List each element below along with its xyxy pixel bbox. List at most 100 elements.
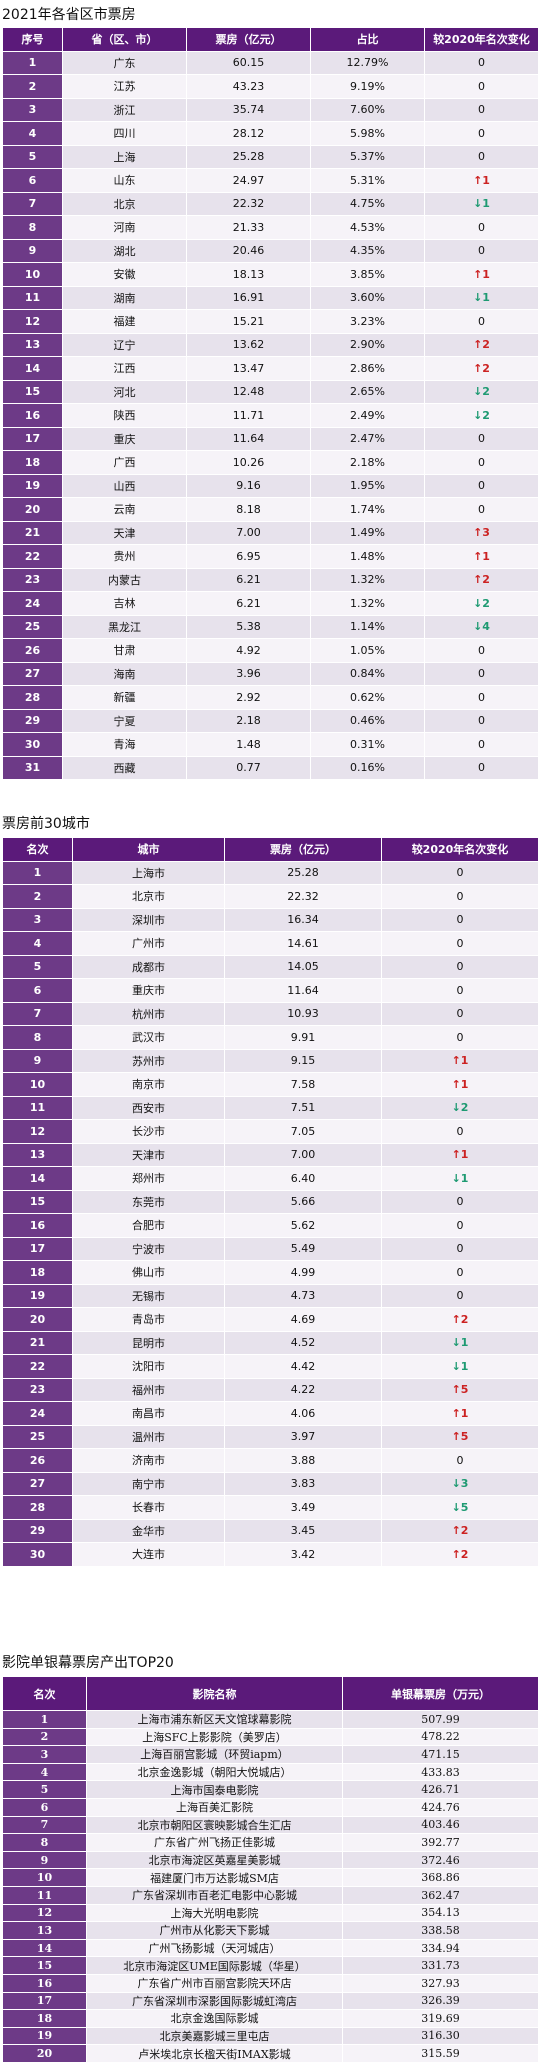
table-cell: 0 bbox=[381, 1119, 539, 1144]
table-cell: 吉林 bbox=[62, 591, 187, 616]
table-cell: 西安市 bbox=[72, 1095, 225, 1120]
table-cell: 广州市 bbox=[72, 931, 225, 956]
table-cell: 2.18% bbox=[310, 450, 425, 475]
table-row: 11 广东省深圳市百老汇电影中心影城 362.47 bbox=[2, 1885, 539, 1905]
table-cell: ↑1 bbox=[381, 1142, 539, 1167]
table-cell: 东莞市 bbox=[72, 1189, 225, 1214]
table-cell: 0 bbox=[424, 661, 539, 686]
table-cell: 长春市 bbox=[72, 1495, 225, 1520]
table-row: 11 湖南 16.91 3.60% ↓1 bbox=[2, 285, 539, 310]
table-cell: ↓1 bbox=[381, 1166, 539, 1191]
table-cell: 南宁市 bbox=[72, 1471, 225, 1496]
table-cell: 11.64 bbox=[224, 978, 382, 1003]
table-cell: 3.45 bbox=[224, 1518, 382, 1543]
table-cell: 11.71 bbox=[186, 403, 311, 428]
table-cell: 0 bbox=[424, 215, 539, 240]
table-cell: 327.93 bbox=[342, 1973, 539, 1993]
table-cell: 福州市 bbox=[72, 1377, 225, 1402]
rank-cell: 7 bbox=[2, 1815, 87, 1835]
table-cell: 315.59 bbox=[342, 2044, 539, 2063]
table-cell: 北京金逸影城（朝阳大悦城店） bbox=[86, 1762, 343, 1782]
table-cell: 0.77 bbox=[186, 755, 311, 780]
rank-cell: 19 bbox=[2, 1283, 73, 1308]
section3-title: 影院单银幕票房产出TOP20 bbox=[2, 1655, 174, 1671]
table-cell: ↓1 bbox=[381, 1330, 539, 1355]
table-cell: 0 bbox=[424, 144, 539, 169]
table-cell: 403.46 bbox=[342, 1815, 539, 1835]
table-cell: 5.98% bbox=[310, 121, 425, 146]
table-row: 25 黑龙江 5.38 1.14% ↓4 bbox=[2, 614, 539, 639]
table-cell: 334.94 bbox=[342, 1938, 539, 1958]
rank-cell: 13 bbox=[2, 1921, 87, 1940]
rank-cell: 30 bbox=[2, 1542, 73, 1567]
table-row: 3 浙江 35.74 7.60% 0 bbox=[2, 97, 539, 122]
table-cell: 甘肃 bbox=[62, 638, 187, 663]
table-cell: 青海 bbox=[62, 732, 187, 757]
table-cell: ↓2 bbox=[381, 1095, 539, 1120]
rank-cell: 22 bbox=[2, 544, 63, 569]
table-row: 5 上海市国泰电影院 426.71 bbox=[2, 1780, 539, 1799]
table-row: 8 河南 21.33 4.53% 0 bbox=[2, 215, 539, 240]
table-row: 3 深圳市 16.34 0 bbox=[2, 907, 539, 932]
table-cell: 1.48 bbox=[186, 732, 311, 757]
table-cell: 372.46 bbox=[342, 1850, 539, 1870]
table-row: 13 辽宁 13.62 2.90% ↑2 bbox=[2, 332, 539, 357]
rank-cell: 23 bbox=[2, 567, 63, 592]
table-cell: 北京市朝阳区寰映影城合生汇店 bbox=[86, 1815, 343, 1835]
table-cell: 0 bbox=[381, 1001, 539, 1026]
rank-cell: 28 bbox=[2, 685, 63, 710]
table-cell: 7.51 bbox=[224, 1095, 382, 1120]
table-row: 23 福州市 4.22 ↑5 bbox=[2, 1377, 539, 1402]
table-row: 9 北京市海淀区英嘉星美影城 372.46 bbox=[2, 1850, 539, 1870]
table-row: 31 西藏 0.77 0.16% 0 bbox=[2, 755, 539, 780]
table-cell: 卢米埃北京长楹天街IMAX影城 bbox=[86, 2044, 343, 2063]
table-cell: 广东省广州市百丽宫影院天环店 bbox=[86, 1973, 343, 1993]
column-header: 城市 bbox=[72, 837, 225, 862]
table-cell: 43.23 bbox=[186, 74, 311, 99]
table-row: 25 温州市 3.97 ↑5 bbox=[2, 1424, 539, 1449]
table-cell: ↑5 bbox=[381, 1377, 539, 1402]
rank-cell: 4 bbox=[2, 1762, 87, 1782]
table-cell: 辽宁 bbox=[62, 332, 187, 357]
table-cell: 424.76 bbox=[342, 1797, 539, 1817]
table-row: 28 长春市 3.49 ↓5 bbox=[2, 1495, 539, 1520]
table-cell: 上海 bbox=[62, 144, 187, 169]
rank-cell: 1 bbox=[2, 1710, 87, 1729]
table-row: 5 成都市 14.05 0 bbox=[2, 954, 539, 979]
table-cell: 9.19% bbox=[310, 74, 425, 99]
column-header: 名次 bbox=[2, 1676, 87, 1711]
rank-cell: 13 bbox=[2, 332, 63, 357]
table-cell: 无锡市 bbox=[72, 1283, 225, 1308]
table-cell: 0 bbox=[381, 1448, 539, 1473]
table-cell: 0 bbox=[424, 473, 539, 498]
table-cell: 上海市浦东新区天文馆球幕影院 bbox=[86, 1710, 343, 1729]
table-cell: ↓5 bbox=[381, 1495, 539, 1520]
table-row: 14 郑州市 6.40 ↓1 bbox=[2, 1166, 539, 1191]
column-header: 票房（亿元） bbox=[224, 837, 382, 862]
table-cell: 长沙市 bbox=[72, 1119, 225, 1144]
table-header-row: 序号 省（区、市） 票房（亿元） 占比 较2020年名次变化 bbox=[2, 27, 539, 52]
table-cell: ↑2 bbox=[424, 332, 539, 357]
table-cell: 426.71 bbox=[342, 1780, 539, 1799]
table-cell: 郑州市 bbox=[72, 1166, 225, 1191]
table-cell: ↑1 bbox=[424, 544, 539, 569]
rank-cell: 27 bbox=[2, 661, 63, 686]
table-cell: 南京市 bbox=[72, 1072, 225, 1097]
rank-cell: 29 bbox=[2, 1518, 73, 1543]
table-cell: 4.35% bbox=[310, 238, 425, 263]
table-cell: 4.75% bbox=[310, 191, 425, 216]
table-cell: 3.85% bbox=[310, 262, 425, 287]
table-cell: 0 bbox=[381, 1213, 539, 1238]
table-cell: 天津 bbox=[62, 520, 187, 545]
rank-cell: 26 bbox=[2, 638, 63, 663]
column-header: 较2020年名次变化 bbox=[424, 27, 539, 52]
table-cell: 天津市 bbox=[72, 1142, 225, 1167]
table-cell: 佛山市 bbox=[72, 1260, 225, 1285]
table-cell: 7.60% bbox=[310, 97, 425, 122]
table-row: 1 上海市 25.28 0 bbox=[2, 860, 539, 885]
table-cell: 2.92 bbox=[186, 685, 311, 710]
table-row: 1 广东 60.15 12.79% 0 bbox=[2, 50, 539, 75]
table-row: 5 上海 25.28 5.37% 0 bbox=[2, 144, 539, 169]
table-cell: 0 bbox=[381, 1025, 539, 1050]
table-row: 29 金华市 3.45 ↑2 bbox=[2, 1518, 539, 1543]
